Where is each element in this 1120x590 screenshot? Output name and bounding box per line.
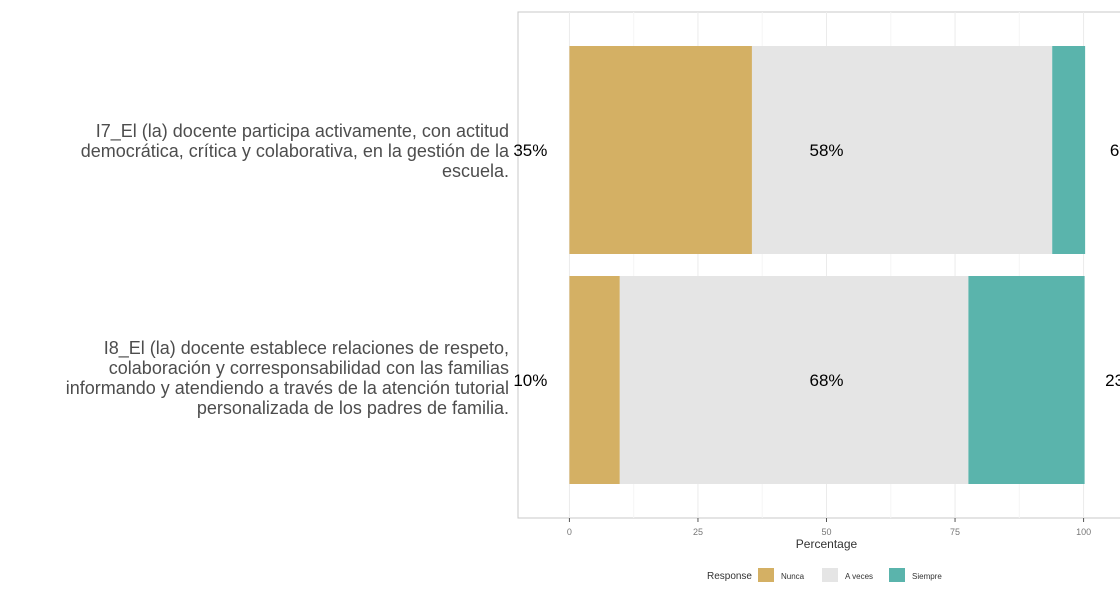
- x-tick-label: 0: [567, 527, 572, 537]
- legend-label-2: A veces: [845, 572, 873, 581]
- data-label-center-1: 58%: [809, 141, 843, 160]
- category-label-line: I7_El (la) docente participa activamente…: [95, 121, 509, 141]
- legend-key-3: [889, 568, 905, 582]
- category-label-2: I8_El (la) docente establece relaciones …: [66, 338, 509, 418]
- bar-segment-3-cat-1: [1052, 46, 1086, 254]
- x-tick-label: 25: [693, 527, 703, 537]
- category-label-line: democrática, crítica y colaborativa, en …: [80, 141, 509, 161]
- data-label-center-2: 68%: [809, 371, 843, 390]
- legend-label-1: Nunca: [781, 572, 805, 581]
- category-label-line: colaboración y corresponsabilidad con la…: [108, 358, 509, 378]
- x-tick-label: 100: [1076, 527, 1091, 537]
- bar-segment-1-cat-1: [569, 46, 752, 254]
- legend-title: Response: [707, 571, 752, 582]
- category-label-line: I8_El (la) docente establece relaciones …: [103, 338, 509, 358]
- data-label-left-1: 35%: [513, 141, 547, 160]
- data-label-right-1: 6%: [1110, 141, 1120, 160]
- category-label-line: informando y atendiendo a través de la a…: [65, 378, 509, 398]
- x-tick-label: 50: [821, 527, 831, 537]
- legend-key-1: [758, 568, 774, 582]
- bar-segment-2-cat-2: [619, 276, 969, 484]
- category-label-1: I7_El (la) docente participa activamente…: [81, 121, 509, 181]
- data-label-left-2: 10%: [513, 371, 547, 390]
- x-axis-title: Percentage: [796, 537, 858, 551]
- x-tick-label: 75: [950, 527, 960, 537]
- legend-key-2: [822, 568, 838, 582]
- bar-segment-3-cat-2: [968, 276, 1085, 484]
- data-label-right-2: 23%: [1105, 371, 1120, 390]
- category-label-line: personalizada de los padres de familia.: [196, 398, 509, 418]
- bar-segment-1-cat-2: [569, 276, 620, 484]
- bar-segment-2-cat-1: [751, 46, 1053, 254]
- legend-label-3: Siempre: [912, 572, 942, 581]
- category-label-line: escuela.: [441, 161, 509, 181]
